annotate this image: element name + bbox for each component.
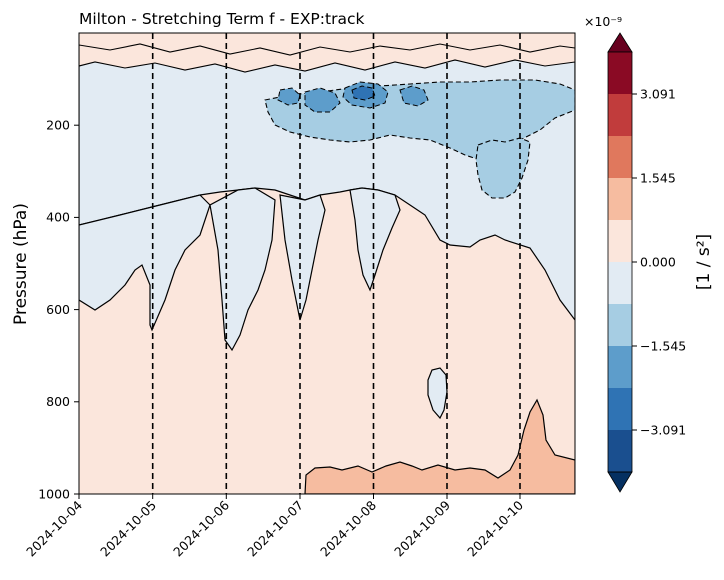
negative-strong-core-5	[351, 85, 376, 101]
colorbar-label: [1 / s²]	[694, 234, 714, 290]
colorbar-level-8	[608, 346, 632, 388]
colorbar-level-2	[608, 94, 632, 136]
x-tick-label-2024-10-09: 2024-10-09	[391, 497, 453, 559]
x-tick-label-2024-10-08: 2024-10-08	[317, 497, 379, 559]
colorbar-level-3	[608, 136, 632, 178]
x-tick-label-2024-10-05: 2024-10-05	[97, 498, 159, 560]
colorbar-level-7	[608, 304, 632, 346]
negative-tongue-1007	[279, 194, 326, 321]
plot-area	[79, 33, 575, 494]
colorbar-tick-label-2: 1.545	[640, 171, 676, 186]
x-tick-label-2024-10-04: 2024-10-04	[23, 497, 85, 559]
x-tick-label-2024-10-07: 2024-10-07	[244, 498, 306, 560]
plot-frame	[78, 32, 576, 495]
y-tick-label-1000: 1000	[38, 486, 70, 501]
y-tick-label-200: 200	[46, 118, 70, 133]
positive-surface-band	[304, 398, 575, 494]
y-axis-title: Pressure (hPa)	[11, 203, 31, 325]
colorbar-extend-bottom	[607, 471, 633, 493]
colorbar-level-1	[608, 52, 632, 94]
colorbar-tick-label-3: 0.000	[640, 255, 676, 270]
colorbar-tick-label-5: −3.091	[640, 423, 686, 438]
colorbar-level-6	[608, 262, 632, 304]
x-axis: 2024-10-04 2024-10-05 2024-10-06 2024-10…	[23, 494, 526, 559]
y-tick-label-400: 400	[46, 210, 70, 225]
y-axis: 200 400 600 800 1000	[38, 118, 79, 501]
negative-patch-1009	[427, 367, 448, 420]
colorbar-level-4	[608, 178, 632, 220]
colorbar-tick-label-1: 3.091	[640, 87, 676, 102]
negative-medium-lobe-1009	[475, 137, 531, 199]
colorbar-level-9	[608, 388, 632, 430]
negative-strong-core-2	[304, 87, 341, 113]
colorbar-extend-top	[607, 32, 633, 53]
x-tick-label-2024-10-06: 2024-10-06	[170, 497, 232, 559]
upper-wisp-band	[79, 43, 575, 73]
negative-strong-core-1	[277, 87, 301, 106]
negative-tongue-1008	[349, 187, 401, 292]
day-marker-lines	[151, 33, 521, 494]
negative-tongue-1005	[79, 194, 211, 332]
colorbar-level-10	[608, 430, 632, 472]
colorbar: 3.091 1.545 0.000 −1.545 −3.091 ×10⁻⁹ [1…	[584, 14, 714, 493]
negative-strong-core-4	[399, 85, 429, 107]
y-tick-label-800: 800	[46, 394, 70, 409]
colorbar-tick-label-4: −1.545	[640, 339, 686, 354]
y-tick-label-600: 600	[46, 302, 70, 317]
x-tick-label-2024-10-10: 2024-10-10	[464, 497, 526, 559]
colorbar-multiplier: ×10⁻⁹	[584, 14, 622, 29]
colorbar-level-5	[608, 220, 632, 262]
chart-title: Milton - Stretching Term f - EXP:track	[79, 10, 364, 28]
